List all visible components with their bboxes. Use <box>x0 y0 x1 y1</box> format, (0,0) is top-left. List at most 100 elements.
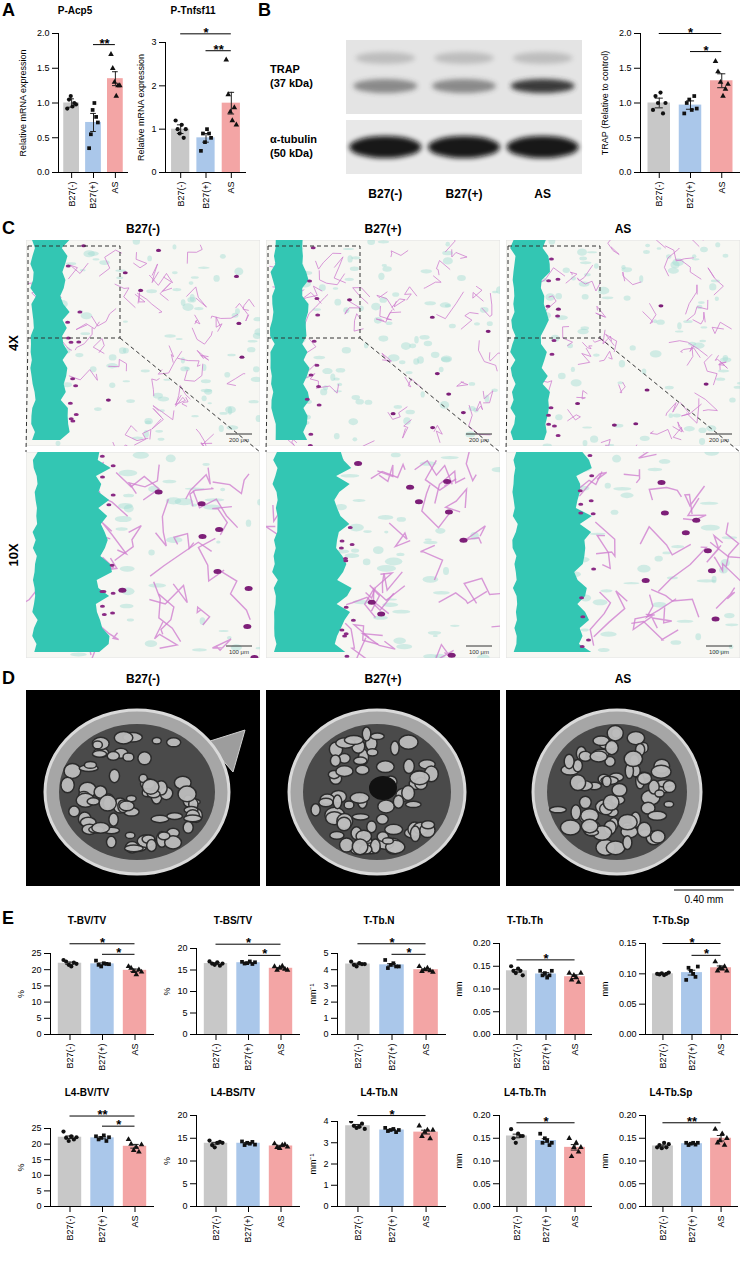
svg-text:0.10: 0.10 <box>619 1156 637 1166</box>
svg-text:Relative mRNA expression: Relative mRNA expression <box>18 49 28 156</box>
svg-text:TRAP: TRAP <box>270 63 300 75</box>
svg-text:B27(-): B27(-) <box>658 1216 668 1241</box>
svg-text:0.10: 0.10 <box>473 984 491 994</box>
svg-text:1.5: 1.5 <box>619 63 632 73</box>
svg-text:AS: AS <box>421 1044 431 1056</box>
svg-text:0.40 mm: 0.40 mm <box>685 894 724 905</box>
svg-text:B27(-): B27(-) <box>211 1044 221 1069</box>
svg-text:mm: mm <box>600 982 610 997</box>
svg-text:B27(+): B27(+) <box>243 1043 253 1070</box>
svg-text:B27(+): B27(+) <box>541 1043 551 1070</box>
svg-text:*: * <box>688 25 694 40</box>
svg-text:*: * <box>116 945 122 960</box>
svg-text:AS: AS <box>534 187 551 201</box>
svg-text:3: 3 <box>151 37 156 47</box>
svg-text:10: 10 <box>31 1170 41 1180</box>
svg-text:B27(-): B27(-) <box>353 1044 363 1069</box>
svg-text:B27(-): B27(-) <box>176 182 186 207</box>
svg-text:0.05: 0.05 <box>619 1179 637 1189</box>
svg-text:AS: AS <box>276 1044 286 1056</box>
svg-text:B27(+): B27(+) <box>97 1043 107 1070</box>
svg-text:1.0: 1.0 <box>37 98 50 108</box>
svg-text:0.20: 0.20 <box>473 938 491 948</box>
svg-text:0.15: 0.15 <box>619 1133 637 1143</box>
svg-text:AS: AS <box>717 182 727 194</box>
svg-text:B27(-): B27(-) <box>353 1216 363 1241</box>
svg-text:B27(-): B27(-) <box>512 1216 522 1241</box>
svg-text:1: 1 <box>323 1180 328 1190</box>
svg-text:0.00: 0.00 <box>619 1029 637 1039</box>
svg-text:B27(-): B27(-) <box>658 1044 668 1069</box>
svg-text:B27(+): B27(+) <box>97 1215 107 1242</box>
svg-text:100 μm: 100 μm <box>229 649 249 655</box>
svg-text:*: * <box>689 935 695 950</box>
svg-text:100 μm: 100 μm <box>469 649 489 655</box>
svg-text:0: 0 <box>151 167 156 177</box>
svg-text:0.10: 0.10 <box>619 969 637 979</box>
svg-text:AS: AS <box>130 1044 140 1056</box>
svg-text:0.10: 0.10 <box>473 1156 491 1166</box>
svg-text:10X: 10X <box>6 543 21 566</box>
svg-text:B27(+): B27(+) <box>445 187 482 201</box>
svg-text:AS: AS <box>130 1216 140 1228</box>
svg-text:1: 1 <box>151 124 156 134</box>
svg-text:mm: mm <box>600 1154 610 1169</box>
svg-text:AS: AS <box>716 1044 726 1056</box>
svg-text:AS: AS <box>716 1216 726 1228</box>
svg-text:0.0: 0.0 <box>619 167 632 177</box>
svg-text:20: 20 <box>31 965 41 975</box>
svg-text:B27(-): B27(-) <box>512 1044 522 1069</box>
svg-text:B27(+): B27(+) <box>387 1043 397 1070</box>
svg-text:B27(-): B27(-) <box>65 1216 75 1241</box>
svg-text:2: 2 <box>323 997 328 1007</box>
svg-text:20: 20 <box>177 943 187 953</box>
svg-text:*: * <box>389 1107 395 1122</box>
svg-text:5: 5 <box>182 1179 187 1189</box>
svg-text:AS: AS <box>110 182 120 194</box>
svg-text:**: ** <box>99 36 110 51</box>
svg-text:B27(+): B27(+) <box>687 1043 697 1070</box>
svg-text:100 μm: 100 μm <box>709 649 729 655</box>
svg-text:B27(+): B27(+) <box>243 1215 253 1242</box>
svg-text:0.5: 0.5 <box>619 133 632 143</box>
svg-text:25: 25 <box>31 1123 41 1133</box>
svg-text:Relative mRNA expression: Relative mRNA expression <box>136 54 146 161</box>
svg-text:**: ** <box>214 42 225 57</box>
svg-text:mm⁻¹: mm⁻¹ <box>308 1154 318 1175</box>
svg-text:0.20: 0.20 <box>619 1110 637 1120</box>
svg-text:2.0: 2.0 <box>619 28 632 38</box>
svg-text:*: * <box>262 946 268 961</box>
svg-text:AS: AS <box>421 1216 431 1228</box>
svg-text:*: * <box>203 25 209 40</box>
svg-text:15: 15 <box>31 1155 41 1165</box>
svg-text:%: % <box>162 1157 172 1165</box>
svg-text:AS: AS <box>570 1216 580 1228</box>
svg-text:B27(-): B27(-) <box>654 182 664 207</box>
svg-text:15: 15 <box>177 965 187 975</box>
svg-text:0: 0 <box>36 1201 41 1211</box>
svg-text:200 μm: 200 μm <box>709 437 729 443</box>
svg-text:0.15: 0.15 <box>473 961 491 971</box>
svg-text:25: 25 <box>31 948 41 958</box>
svg-text:0.05: 0.05 <box>473 1007 491 1017</box>
svg-text:0: 0 <box>36 1029 41 1039</box>
svg-text:*: * <box>704 43 710 58</box>
svg-text:B27(-): B27(-) <box>211 1216 221 1241</box>
svg-text:**: ** <box>687 1114 698 1129</box>
svg-text:200 μm: 200 μm <box>469 437 489 443</box>
svg-text:AS: AS <box>276 1216 286 1228</box>
svg-text:*: * <box>543 951 549 966</box>
svg-text:*: * <box>100 935 106 950</box>
svg-text:*: * <box>407 945 413 960</box>
svg-text:mm: mm <box>454 982 464 997</box>
svg-text:0.20: 0.20 <box>473 1110 491 1120</box>
svg-text:mm⁻¹: mm⁻¹ <box>308 984 318 1005</box>
svg-text:B27(+): B27(+) <box>201 181 211 208</box>
svg-text:B27(+): B27(+) <box>687 1215 697 1242</box>
svg-text:%: % <box>16 990 26 998</box>
svg-text:AS: AS <box>226 182 236 194</box>
svg-text:0.5: 0.5 <box>37 133 50 143</box>
svg-text:B27(-): B27(-) <box>67 182 77 207</box>
svg-text:*: * <box>246 935 252 950</box>
svg-text:%: % <box>16 1163 26 1171</box>
